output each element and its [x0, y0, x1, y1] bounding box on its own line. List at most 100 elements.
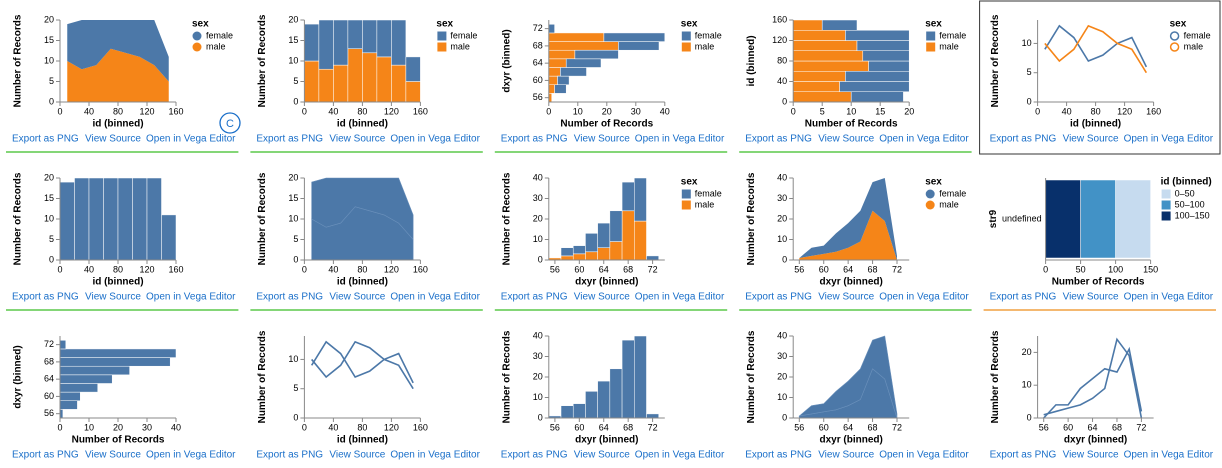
y-tick-label: 5 — [293, 234, 298, 244]
line — [1044, 24, 1148, 68]
action-link[interactable]: View Source — [329, 292, 385, 303]
action-link[interactable]: Export as PNG — [501, 292, 568, 303]
legend-label: female — [695, 188, 722, 198]
x-tick-label: 0 — [302, 422, 307, 432]
y-tick-label: 5 — [49, 234, 54, 244]
bar — [146, 177, 162, 261]
y-tick-label: 60 — [533, 75, 543, 85]
action-link[interactable]: Open in Vega Editor — [390, 292, 480, 303]
y-axis-title: Number of Records — [746, 330, 757, 423]
y-tick-label: 5 — [293, 76, 298, 86]
action-link[interactable]: Open in Vega Editor — [146, 134, 236, 145]
action-link[interactable]: View Source — [85, 134, 141, 145]
x-tick-label: 40 — [660, 106, 670, 116]
y-tick-label: 10 — [288, 55, 298, 65]
action-link[interactable]: Export as PNG — [12, 292, 79, 303]
action-link[interactable]: View Source — [574, 450, 630, 461]
x-axis-title: Number of Records — [805, 119, 898, 130]
bar — [850, 91, 904, 103]
bar — [362, 19, 378, 54]
bar — [304, 23, 320, 62]
y-axis-title: Number of Records — [990, 14, 1001, 107]
action-link[interactable]: Open in Vega Editor — [879, 292, 969, 303]
y-tick-label: 10 — [1022, 380, 1032, 390]
x-tick-label: 64 — [1088, 422, 1098, 432]
legend-label: male — [939, 199, 959, 209]
y-axis-title: dxyr (binned) — [13, 345, 24, 408]
action-link[interactable]: Open in Vega Editor — [146, 292, 236, 303]
action-link[interactable]: View Source — [574, 134, 630, 145]
y-tick-label: 72 — [533, 23, 543, 33]
action-link[interactable]: Export as PNG — [256, 292, 323, 303]
action-link[interactable]: Open in Vega Editor — [390, 134, 480, 145]
action-link[interactable]: Export as PNG — [990, 450, 1057, 461]
action-link[interactable]: Export as PNG — [990, 292, 1057, 303]
x-tick-label: 80 — [357, 106, 367, 116]
x-tick-label: 0 — [57, 264, 62, 274]
action-link[interactable]: Export as PNG — [745, 450, 812, 461]
action-link[interactable]: Open in Vega Editor — [1124, 450, 1214, 461]
action-link[interactable]: Open in Vega Editor — [879, 134, 969, 145]
action-link[interactable]: View Source — [329, 134, 385, 145]
bar — [548, 24, 555, 34]
action-link[interactable]: Export as PNG — [256, 450, 323, 461]
bar — [572, 253, 586, 261]
action-link[interactable]: Open in Vega Editor — [1124, 292, 1214, 303]
bar — [59, 365, 130, 376]
x-tick-label: 120 — [139, 264, 154, 274]
action-link[interactable]: Open in Vega Editor — [390, 450, 480, 461]
x-tick-label: 56 — [550, 264, 560, 274]
action-link[interactable]: View Source — [818, 292, 874, 303]
line — [1044, 24, 1148, 74]
x-tick-label: 68 — [623, 264, 633, 274]
bar — [59, 383, 98, 393]
bar — [839, 81, 910, 92]
action-link[interactable]: View Source — [1063, 292, 1119, 303]
action-link[interactable]: Export as PNG — [12, 134, 79, 145]
action-link[interactable]: Export as PNG — [501, 450, 568, 461]
action-link[interactable]: Open in Vega Editor — [1124, 134, 1214, 145]
action-link[interactable]: View Source — [85, 450, 141, 461]
y-tick-label: 20 — [777, 213, 787, 223]
legend-title: sex — [925, 177, 942, 188]
action-link[interactable]: View Source — [818, 450, 874, 461]
y-tick-label: 30 — [777, 193, 787, 203]
action-link[interactable]: Open in Vega Editor — [146, 450, 236, 461]
action-link[interactable]: View Source — [329, 450, 385, 461]
action-link[interactable]: View Source — [818, 134, 874, 145]
action-link[interactable]: Open in Vega Editor — [879, 450, 969, 461]
action-link[interactable]: Export as PNG — [501, 134, 568, 145]
bar — [59, 374, 113, 384]
action-link[interactable]: Export as PNG — [990, 134, 1057, 145]
bar — [560, 255, 574, 261]
action-link[interactable]: View Source — [574, 292, 630, 303]
action-link[interactable]: View Source — [1063, 450, 1119, 461]
bar — [333, 19, 349, 66]
x-tick-label: 120 — [384, 264, 399, 274]
action-link[interactable]: Open in Vega Editor — [635, 292, 725, 303]
x-axis-title: id (binned) — [337, 119, 388, 130]
x-tick-label: 0 — [302, 106, 307, 116]
bar — [603, 32, 666, 42]
action-link[interactable]: Export as PNG — [256, 134, 323, 145]
bar — [845, 71, 910, 82]
legend-symbol — [1161, 211, 1171, 221]
x-tick-label: 68 — [1112, 422, 1122, 432]
bar — [634, 335, 647, 419]
bar — [548, 67, 561, 77]
action-link[interactable]: View Source — [1063, 134, 1119, 145]
x-tick-label: 60 — [574, 264, 584, 274]
line — [1043, 346, 1143, 419]
x-tick-label: 120 — [139, 106, 154, 116]
bar — [59, 400, 78, 410]
y-axis-title: Number of Records — [257, 330, 268, 423]
action-link[interactable]: Export as PNG — [12, 450, 79, 461]
action-link[interactable]: Open in Vega Editor — [635, 450, 725, 461]
action-link[interactable]: View Source — [85, 292, 141, 303]
action-link[interactable]: Open in Vega Editor — [635, 134, 725, 145]
action-link[interactable]: Export as PNG — [745, 134, 812, 145]
action-link[interactable]: Export as PNG — [745, 292, 812, 303]
bar — [646, 255, 659, 261]
legend-title: sex — [192, 19, 209, 30]
bar — [574, 49, 619, 60]
